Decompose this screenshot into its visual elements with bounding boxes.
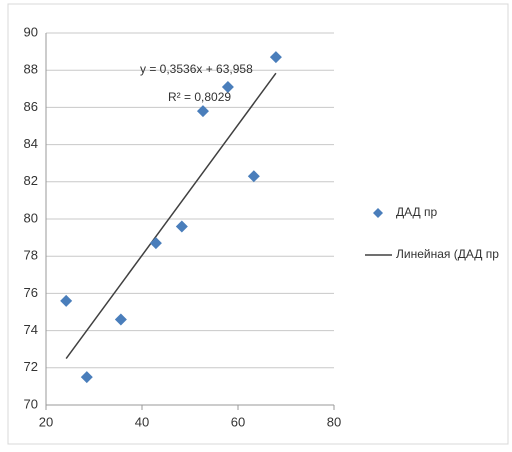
y-tick-label: 76: [24, 285, 38, 300]
y-tick-label: 70: [24, 396, 38, 411]
point: [114, 313, 127, 326]
y-tick-label: 88: [24, 62, 38, 77]
y-tick-label: 86: [24, 99, 38, 114]
x-tick-label: 60: [231, 414, 245, 429]
point: [60, 294, 73, 307]
x-tick-label: 20: [39, 414, 53, 429]
y-tick-label: 72: [24, 359, 38, 374]
y-tick-label: 74: [24, 322, 38, 337]
legend-label: ДАД пр: [396, 205, 437, 219]
trend-r2: R² = 0,8029: [168, 90, 231, 104]
legend-marker: [373, 208, 383, 218]
trendline: [65, 72, 277, 360]
point: [196, 105, 209, 118]
point: [221, 80, 234, 93]
y-tick-label: 80: [24, 210, 38, 225]
legend-label: Линейная (ДАД пр: [396, 247, 499, 261]
point: [149, 237, 162, 250]
chart-frame: [7, 3, 509, 445]
y-tick-label: 84: [24, 136, 38, 151]
y-tick-label: 78: [24, 248, 38, 263]
y-tick-label: 82: [24, 173, 38, 188]
point: [269, 51, 282, 64]
x-tick-label: 80: [327, 414, 341, 429]
x-tick-label: 40: [135, 414, 149, 429]
point: [80, 371, 93, 384]
point: [175, 220, 188, 233]
trend-equation: y = 0,3536x + 63,958: [140, 62, 253, 76]
y-tick-label: 90: [24, 24, 38, 39]
point: [247, 170, 260, 183]
